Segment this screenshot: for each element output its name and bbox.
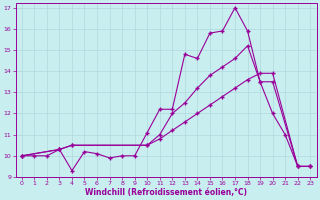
X-axis label: Windchill (Refroidissement éolien,°C): Windchill (Refroidissement éolien,°C) (85, 188, 247, 197)
